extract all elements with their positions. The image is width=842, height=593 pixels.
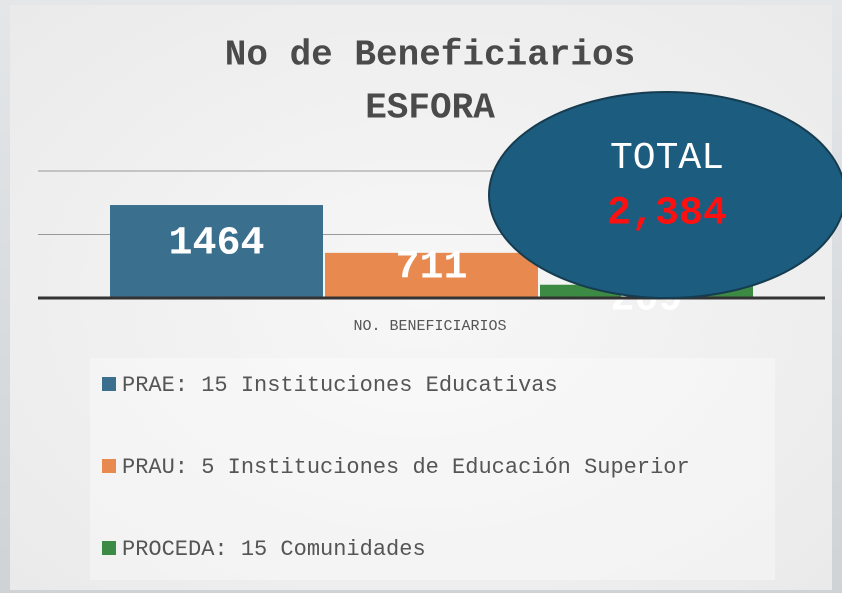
total-value: 2,384 <box>607 192 727 237</box>
bar <box>110 205 323 298</box>
data-label: 711 <box>395 245 467 290</box>
legend-label: PRAE: 15 Instituciones Educativas <box>122 373 558 398</box>
legend: PRAE: 15 Instituciones Educativas PRAU: 5… <box>90 358 775 580</box>
legend-swatch <box>102 377 116 391</box>
chart-title: No de Beneficiarios <box>225 35 635 76</box>
chart-subtitle: ESFORA <box>365 88 495 129</box>
legend-label: PRAU: 5 Instituciones de Educación Super… <box>122 455 690 480</box>
total-label: TOTAL <box>610 137 724 180</box>
legend-swatch <box>102 459 116 473</box>
legend-swatch <box>102 541 116 555</box>
total-bubble <box>488 91 842 299</box>
legend-item: PROCEDA: 15 Comunidades <box>102 530 792 570</box>
legend-item: PRAU: 5 Instituciones de Educación Super… <box>102 448 792 488</box>
data-label: 1464 <box>168 222 264 267</box>
legend-label: PROCEDA: 15 Comunidades <box>122 537 426 562</box>
legend-item: PRAE: 15 Instituciones Educativas <box>102 366 792 406</box>
x-tick-label: NO. BENEFICIARIOS <box>353 318 506 335</box>
bar <box>325 252 538 298</box>
